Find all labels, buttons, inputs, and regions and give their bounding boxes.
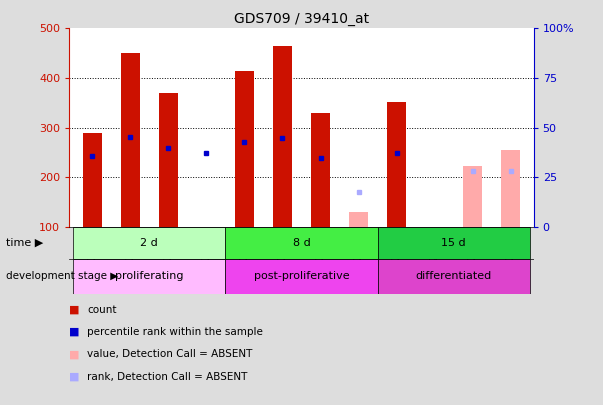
Text: differentiated: differentiated [415,271,492,281]
Bar [226,259,377,294]
Bar [83,132,102,227]
Bar [73,227,226,259]
Text: count: count [87,305,117,315]
Bar [377,259,530,294]
Title: GDS709 / 39410_at: GDS709 / 39410_at [234,12,369,26]
Bar [226,227,377,259]
Text: development stage ▶: development stage ▶ [6,271,118,281]
Text: 15 d: 15 d [441,238,466,248]
Bar [73,259,226,294]
Bar [501,150,520,227]
Bar [463,166,482,227]
Text: 8 d: 8 d [292,238,311,248]
Bar [377,227,530,259]
Text: post-proliferative: post-proliferative [254,271,349,281]
Text: ■: ■ [69,327,80,337]
Text: percentile rank within the sample: percentile rank within the sample [87,327,264,337]
Bar [311,113,330,227]
Text: ■: ■ [69,372,80,382]
Text: value, Detection Call = ABSENT: value, Detection Call = ABSENT [87,350,253,359]
Bar [159,93,178,227]
Bar [235,70,254,227]
Text: 2 d: 2 d [140,238,158,248]
Bar [349,212,368,227]
Bar [387,102,406,227]
Text: proliferating: proliferating [115,271,183,281]
Text: rank, Detection Call = ABSENT: rank, Detection Call = ABSENT [87,372,248,382]
Text: time ▶: time ▶ [6,238,43,248]
Bar [121,53,140,227]
Text: ■: ■ [69,350,80,359]
Text: ■: ■ [69,305,80,315]
Bar [273,46,292,227]
